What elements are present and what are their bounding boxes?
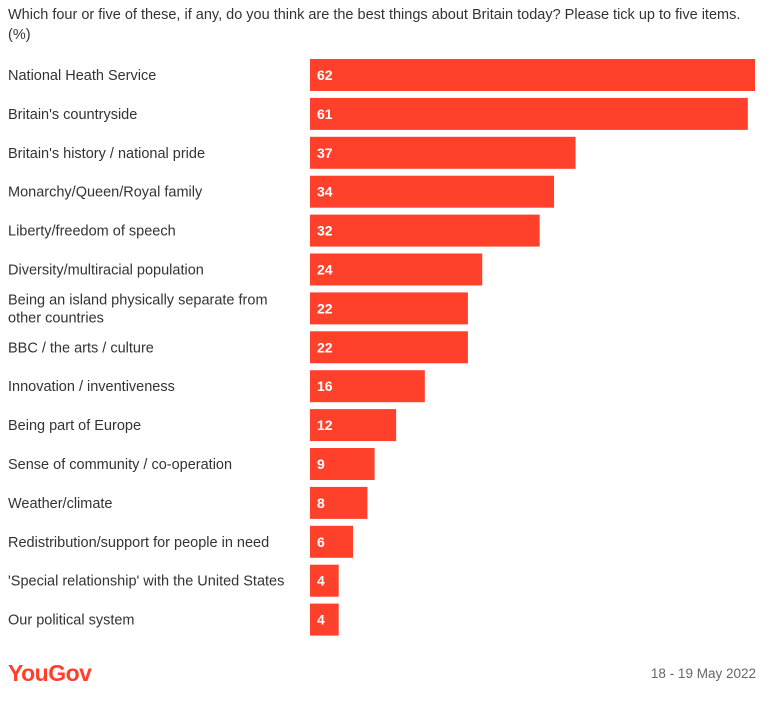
category-label: Diversity/multiracial population xyxy=(8,263,204,279)
category-label: Being part of Europe xyxy=(8,418,141,434)
bar xyxy=(310,59,755,91)
bar-value-label: 4 xyxy=(317,612,325,628)
category-label: Sense of community / co-operation xyxy=(8,457,232,473)
bar xyxy=(310,564,339,597)
bar-value-label: 12 xyxy=(317,417,333,433)
category-label: Redistribution/support for people in nee… xyxy=(8,535,269,551)
bar-chart: National Heath Service 62 Britain's countr… xyxy=(8,59,755,636)
bar-value-label: 24 xyxy=(317,262,333,278)
bar xyxy=(310,214,540,247)
bar xyxy=(310,253,483,286)
bar-value-label: 32 xyxy=(317,223,333,239)
bar-value-label: 16 xyxy=(317,378,333,394)
bar-value-label: 62 xyxy=(317,67,333,83)
bar xyxy=(310,331,468,364)
bar xyxy=(310,486,368,519)
bar xyxy=(310,409,397,442)
bar xyxy=(310,525,354,558)
bar-value-label: 6 xyxy=(317,534,325,550)
bar-value-label: 37 xyxy=(317,145,333,161)
bar-value-label: 34 xyxy=(317,184,333,200)
bar-value-label: 8 xyxy=(317,495,325,511)
category-label: Liberty/freedom of speech xyxy=(8,224,176,240)
fieldwork-date: 18 - 19 May 2022 xyxy=(650,666,756,681)
category-label: Being an island physically separate from… xyxy=(8,292,268,326)
chart-title: Which four or five of these, if any, do … xyxy=(8,7,741,43)
bar-value-label: 9 xyxy=(317,456,325,472)
bar xyxy=(310,175,555,208)
category-label: Britain's countryside xyxy=(8,107,137,123)
bar xyxy=(310,370,425,403)
category-label: Britain's history / national pride xyxy=(8,146,205,162)
yougov-logo: YouGov xyxy=(8,660,92,686)
category-label: 'Special relationship' with the United S… xyxy=(8,574,284,590)
bar xyxy=(310,292,468,325)
category-label: Innovation / inventiveness xyxy=(8,379,175,395)
category-label: Monarchy/Queen/Royal family xyxy=(8,185,203,201)
bar xyxy=(310,448,375,480)
bar xyxy=(310,97,748,130)
bar-value-label: 4 xyxy=(317,573,325,589)
bar xyxy=(310,136,576,169)
bar xyxy=(310,603,339,636)
category-label: National Heath Service xyxy=(8,68,156,84)
bar-value-label: 61 xyxy=(317,106,333,122)
category-label: Weather/climate xyxy=(8,496,113,512)
bar-value-label: 22 xyxy=(317,300,333,316)
category-label: Our political system xyxy=(8,613,135,629)
category-label: BBC / the arts / culture xyxy=(8,340,154,356)
bar-value-label: 22 xyxy=(317,339,333,355)
